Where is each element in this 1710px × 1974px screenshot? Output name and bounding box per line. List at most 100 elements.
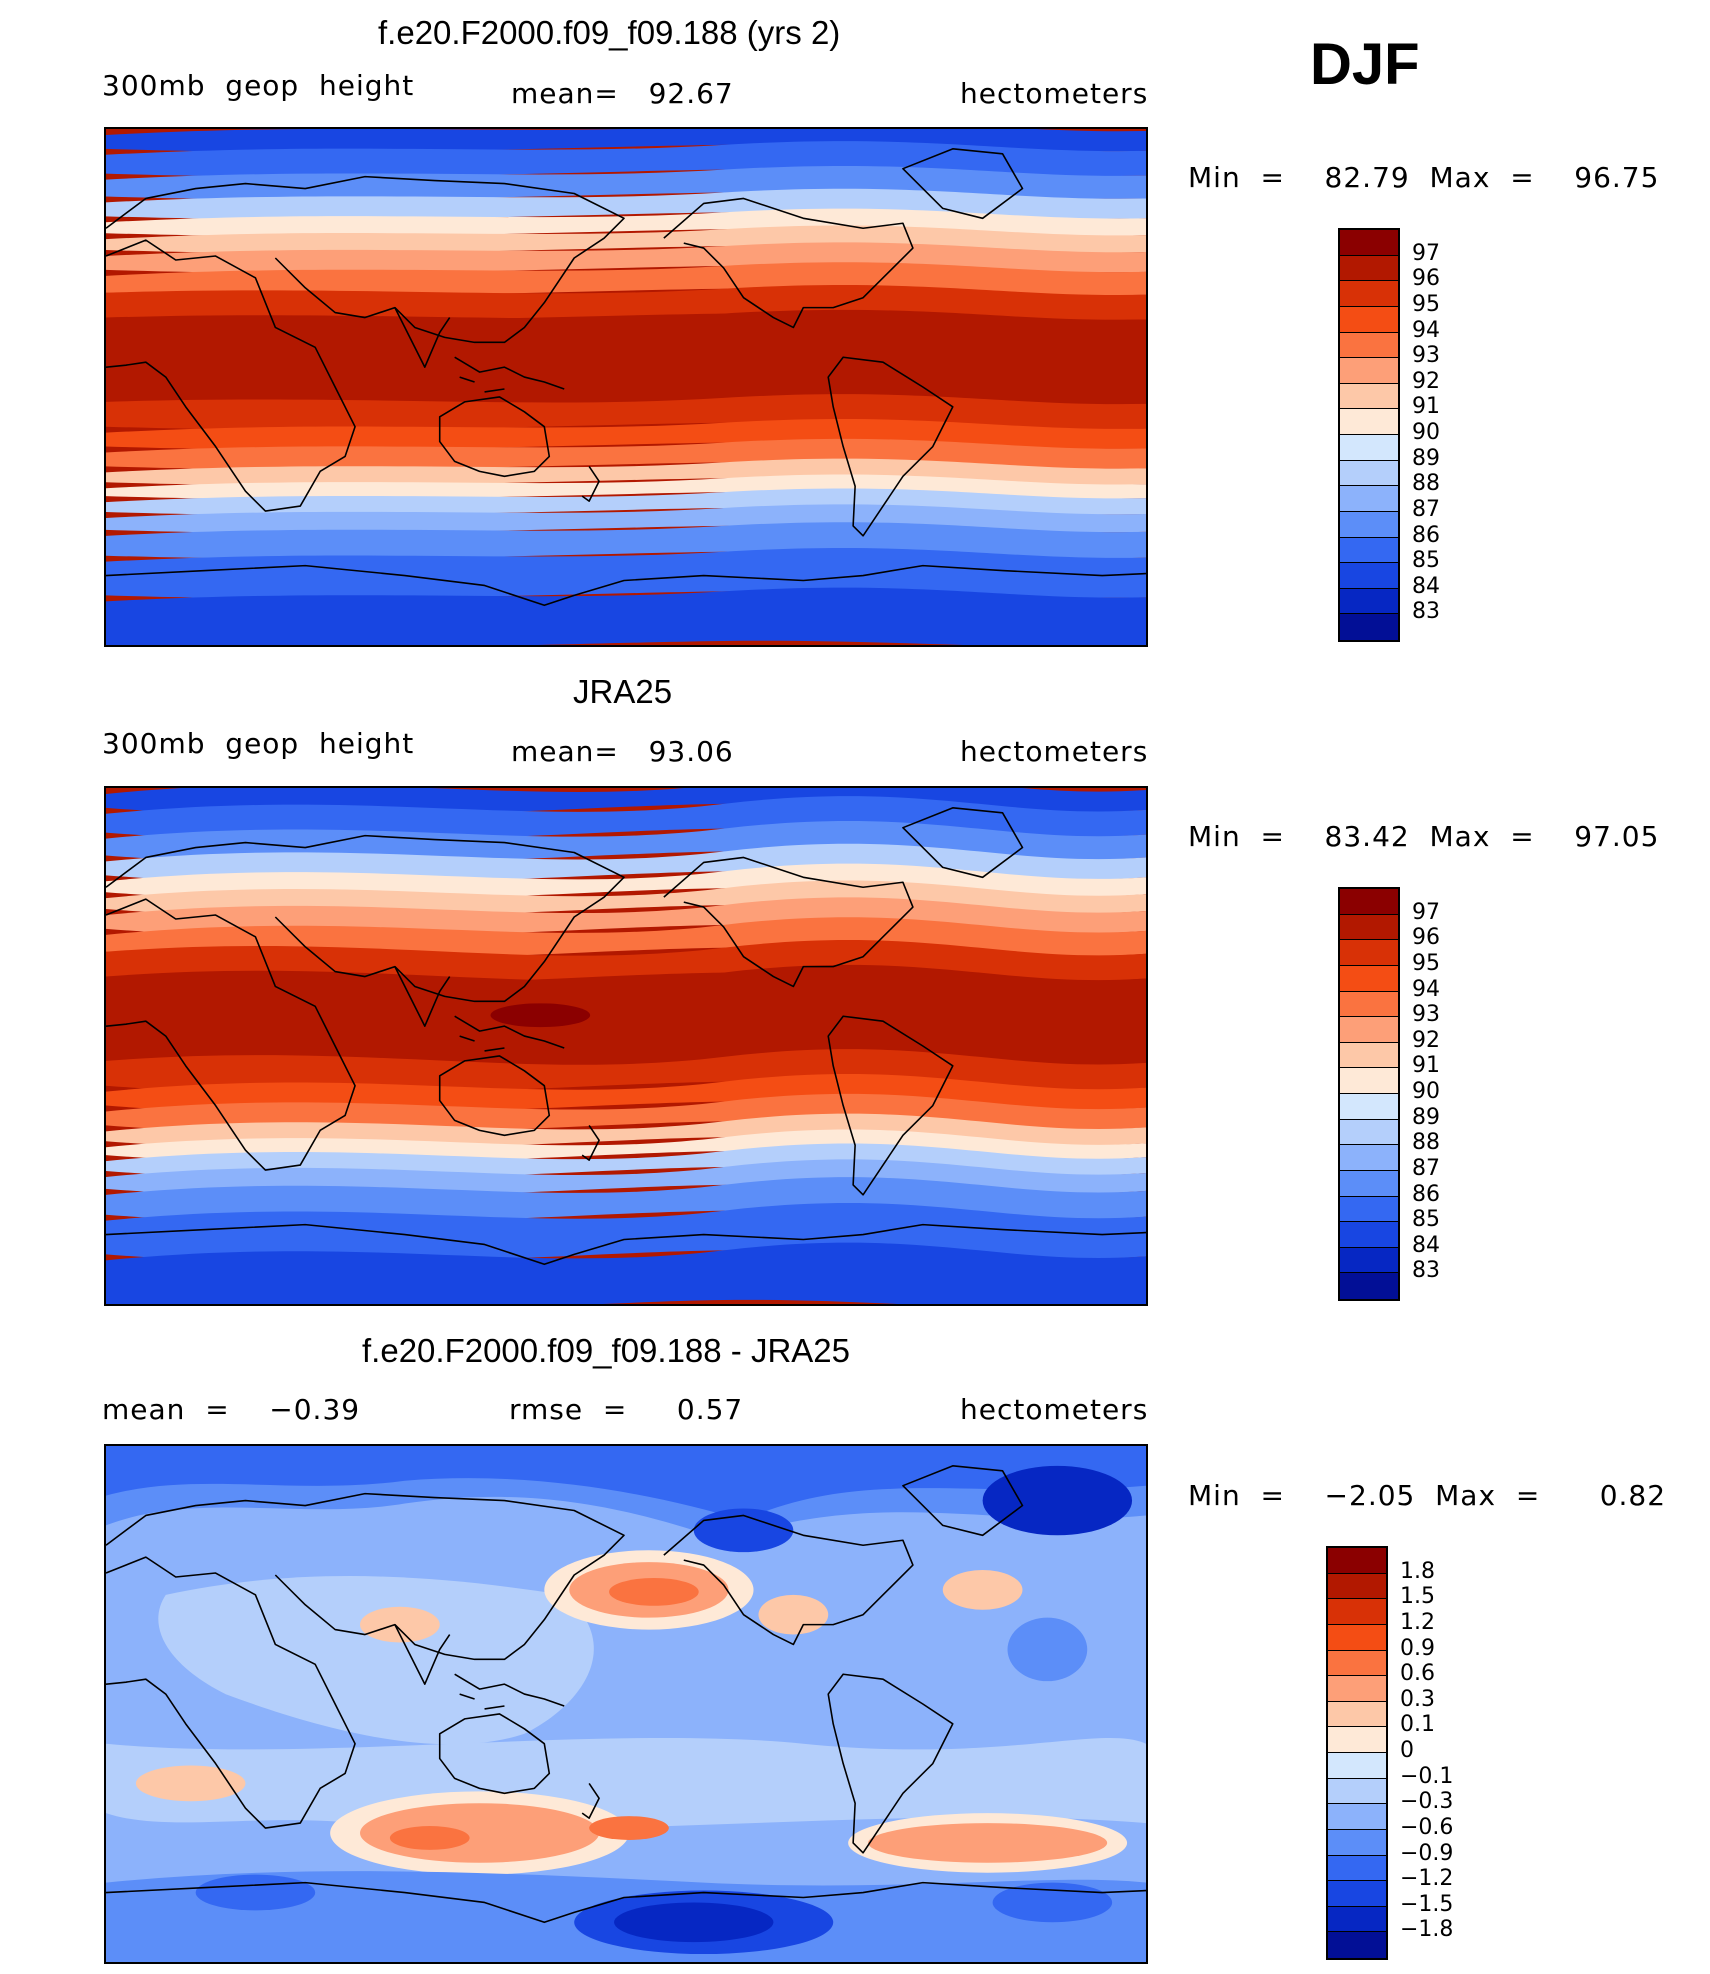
map-model xyxy=(104,127,1148,647)
coastline-segment xyxy=(663,1514,914,1646)
colorbar-tick-label: 92 xyxy=(1412,368,1440,394)
colorbar-tick-label: 83 xyxy=(1412,1258,1440,1284)
colorbar-swatch xyxy=(1328,1881,1386,1907)
coastline-segment xyxy=(902,807,1024,879)
colorbar-tick-label: −0.9 xyxy=(1400,1840,1454,1866)
units-label: hectometers xyxy=(960,735,1149,768)
colorbar-tick-label: 0.1 xyxy=(1400,1712,1435,1738)
contour-band xyxy=(106,309,1146,405)
colorbar-swatch xyxy=(1328,1701,1386,1728)
colorbar-tick-label: 87 xyxy=(1412,1155,1440,1181)
colorbar-swatch xyxy=(1328,1906,1386,1933)
coastline-segment xyxy=(581,1782,600,1819)
min-max-label: Min = −2.05 Max = 0.82 xyxy=(1188,1479,1667,1512)
colorbar-swatch xyxy=(1328,1548,1386,1574)
colorbar-swatch xyxy=(1328,1727,1386,1753)
colorbar-swatch xyxy=(1328,1829,1386,1856)
colorbar-tick-label: 0.9 xyxy=(1400,1635,1435,1661)
coastlines xyxy=(106,807,1146,1266)
coastline-segment xyxy=(106,564,1146,607)
contour-band xyxy=(106,547,1146,599)
colorbar-tick-label: −1.5 xyxy=(1400,1891,1454,1917)
colorbar-tick-label: 95 xyxy=(1412,291,1440,317)
colorbar-swatch xyxy=(1340,614,1398,640)
min-max-label: Min = 82.79 Max = 96.75 xyxy=(1188,161,1660,194)
colorbar-tick-label: 84 xyxy=(1412,573,1440,599)
colorbar-swatch xyxy=(1340,563,1398,589)
panel-title: JRA25 xyxy=(573,673,673,710)
coastline-segment xyxy=(827,356,954,537)
field-label: 300mb geop height xyxy=(102,69,415,102)
colorbar-swatch xyxy=(1328,1778,1386,1805)
coastline-segment xyxy=(454,1673,565,1707)
colorbar-swatch xyxy=(1340,1247,1398,1274)
contour-band xyxy=(106,964,1146,1070)
coastline-segment xyxy=(106,1556,356,1829)
contour-band xyxy=(106,1242,1146,1304)
coastline-segment xyxy=(459,1693,505,1710)
colorbar xyxy=(1338,887,1400,1301)
coastline-segment xyxy=(581,1124,600,1161)
colorbar-swatch xyxy=(1340,965,1398,992)
colorbar-swatch xyxy=(1340,255,1398,282)
colorbar-tick-label: 88 xyxy=(1412,471,1440,497)
coastline-segment xyxy=(438,1713,551,1795)
colorbar-tick-label: 97 xyxy=(1412,899,1440,925)
colorbar-tick-label: 0.3 xyxy=(1400,1686,1435,1712)
colorbar-swatch xyxy=(1328,1573,1386,1600)
colorbar-tick-label: 97 xyxy=(1412,240,1440,266)
coastline-segment xyxy=(394,966,451,1027)
colorbar-swatch xyxy=(1340,460,1398,487)
season-label: DJF xyxy=(1310,32,1420,97)
colorbar-swatch xyxy=(1340,1170,1398,1197)
colorbar-swatch xyxy=(1340,486,1398,512)
coastline-segment xyxy=(438,1055,551,1137)
coastline-segment xyxy=(106,898,356,1171)
coastline-segment xyxy=(827,1673,954,1854)
colorbar-swatch xyxy=(1340,1119,1398,1146)
colorbar-swatch xyxy=(1340,281,1398,307)
colorbar-swatch xyxy=(1328,1804,1386,1830)
colorbar-tick-label: −0.3 xyxy=(1400,1789,1454,1815)
coastline-segment xyxy=(438,396,551,478)
colorbar-swatch xyxy=(1340,435,1398,461)
colorbar-tick-label: 94 xyxy=(1412,317,1440,343)
coastline-segment xyxy=(827,1015,954,1196)
colorbar-tick-label: 93 xyxy=(1412,1002,1440,1028)
coastline-segment xyxy=(106,239,356,512)
coastlines xyxy=(106,148,1146,607)
colorbar-tick-label: 89 xyxy=(1412,445,1440,471)
colorbar-tick-label: 88 xyxy=(1412,1130,1440,1156)
colorbar-swatch xyxy=(1328,1753,1386,1779)
colorbar-tick-label: −1.2 xyxy=(1400,1866,1454,1892)
units-label: hectometers xyxy=(960,1393,1149,1426)
colorbar-tick-label: 1.5 xyxy=(1400,1584,1435,1610)
colorbar-tick-label: 84 xyxy=(1412,1232,1440,1258)
colorbar-tick-label: 1.8 xyxy=(1400,1558,1435,1584)
colorbar-swatch xyxy=(1328,1932,1386,1958)
colorbar-swatch xyxy=(1340,383,1398,410)
units-label: hectometers xyxy=(960,77,1149,110)
coastline-segment xyxy=(454,1015,565,1049)
coastline-segment xyxy=(459,1035,505,1052)
colorbar-swatch xyxy=(1340,306,1398,333)
coastline-segment xyxy=(106,1492,625,1661)
coastline-segment xyxy=(106,1881,1146,1924)
colorbar-swatch xyxy=(1340,1145,1398,1171)
panel-title: f.e20.F2000.f09_f09.188 - JRA25 xyxy=(362,1332,851,1369)
rmse-label: rmse = 0.57 xyxy=(509,1393,744,1426)
colorbar-tick-label: 1.2 xyxy=(1400,1609,1435,1635)
colorbar-swatch xyxy=(1328,1624,1386,1651)
coastlines xyxy=(106,1465,1146,1924)
colorbar-tick-label: 85 xyxy=(1412,548,1440,574)
colorbar-swatch xyxy=(1340,914,1398,941)
colorbar-tick-label: 89 xyxy=(1412,1104,1440,1130)
coastline-segment xyxy=(454,356,565,390)
colorbar-tick-label: 86 xyxy=(1412,522,1440,548)
colorbar-tick-label: −1.8 xyxy=(1400,1917,1454,1943)
field-label: 300mb geop height xyxy=(102,727,415,760)
colorbar-tick-label: −0.1 xyxy=(1400,1763,1454,1789)
colorbar-swatch xyxy=(1340,511,1398,538)
map-difference xyxy=(104,1444,1148,1964)
colorbar-tick-label: 93 xyxy=(1412,343,1440,369)
